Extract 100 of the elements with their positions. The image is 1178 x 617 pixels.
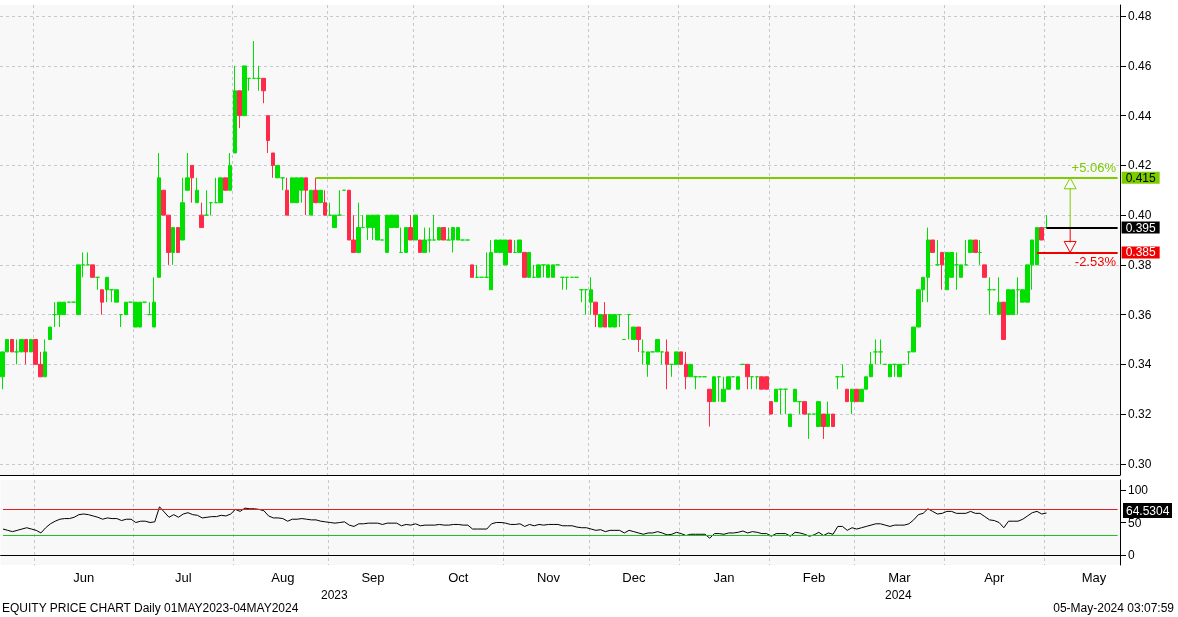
candlestick [204, 189, 209, 216]
candlestick [982, 264, 987, 278]
y-tick-label: 100 [1128, 482, 1149, 497]
candlestick [517, 239, 522, 253]
candlestick [318, 189, 323, 204]
candlestick [48, 326, 52, 340]
ref-line-label: 0.415 [1125, 170, 1156, 185]
candlestick [987, 276, 992, 316]
candlestick [997, 276, 1001, 316]
candlestick [755, 376, 759, 390]
candlestick [413, 214, 418, 241]
candlestick [100, 289, 104, 316]
x-tick-label: Apr [984, 570, 1006, 585]
candlestick [199, 202, 204, 229]
candlestick [218, 177, 223, 204]
candlestick [807, 413, 811, 440]
candlestick [593, 301, 598, 328]
candlestick [95, 276, 100, 291]
text: EQUITY PRICE CHART Daily 01MAY2023-04MAY2024 [2, 601, 299, 615]
candlestick [878, 338, 883, 365]
candlestick [223, 177, 228, 191]
candlestick [636, 326, 641, 353]
annotation: -2.53% [1074, 254, 1117, 270]
candlestick [783, 388, 788, 415]
candlestick [826, 401, 830, 428]
candlestick [736, 376, 740, 390]
candlestick [627, 314, 631, 340]
x-tick-label: Mar [888, 570, 912, 585]
candlestick [237, 90, 242, 129]
candlestick [565, 276, 569, 291]
candlestick [854, 388, 859, 403]
y-tick-label: 0.48 [1128, 9, 1152, 24]
candlestick [304, 177, 308, 216]
candlestick [29, 338, 33, 353]
candlestick [930, 239, 935, 253]
candlestick [176, 227, 180, 253]
candlestick [190, 164, 194, 204]
line-series [2, 506, 1047, 539]
candlestick [195, 177, 199, 204]
candlestick [24, 338, 28, 365]
candlestick [978, 239, 982, 266]
candlestick [10, 338, 14, 353]
candlestick [261, 77, 266, 104]
y-tick-label: 0.38 [1128, 257, 1152, 272]
candlestick [973, 239, 978, 253]
candlestick [57, 301, 62, 328]
candlestick [707, 388, 712, 428]
y-tick-label: 0.36 [1128, 307, 1152, 322]
y-tick-label: 0.30 [1128, 456, 1152, 471]
candlestick [133, 301, 138, 328]
candlestick [522, 251, 527, 278]
candlestick [1006, 289, 1011, 316]
candlestick [750, 376, 754, 390]
candlestick [598, 314, 603, 328]
text: 2024 [885, 588, 912, 602]
candlestick [631, 326, 636, 340]
candlestick [897, 363, 902, 378]
candlestick [266, 115, 270, 154]
candlestick [152, 276, 156, 328]
ref-line-label: 0.395 [1125, 220, 1156, 235]
y-tick-label: 0.46 [1128, 58, 1152, 73]
candlestick [1044, 214, 1049, 229]
y-tick-label: 0.42 [1128, 158, 1152, 173]
text: 2023 [321, 588, 348, 602]
candlestick [43, 338, 47, 378]
candlestick [769, 401, 773, 415]
candlestick [527, 251, 531, 278]
candlestick [114, 289, 119, 303]
candlestick [816, 401, 821, 428]
candlestick [717, 376, 721, 403]
annotation: +5.06% [1071, 159, 1117, 175]
candlestick [850, 388, 854, 415]
candlestick [1039, 227, 1044, 241]
x-tick-label: Sep [361, 570, 385, 585]
y-tick-label: 0.32 [1128, 407, 1152, 422]
x-tick-label: Dec [622, 570, 646, 585]
candlestick [441, 227, 446, 241]
candlestick [712, 376, 716, 403]
candlestick [940, 251, 944, 291]
candlestick [935, 239, 940, 266]
text: 64.5304 [1123, 503, 1173, 518]
x-tick-label: Feb [802, 570, 826, 585]
candlestick [603, 301, 607, 328]
ref-line-label: 0.385 [1125, 245, 1156, 260]
candlestick [831, 413, 835, 428]
y-tick-label: 0 [1128, 548, 1135, 563]
candlestick [356, 202, 361, 253]
y-tick-label: 0.34 [1128, 357, 1152, 372]
candlestick [323, 189, 327, 216]
x-tick-label: Nov [536, 570, 561, 585]
candlestick [845, 388, 849, 403]
candlestick [745, 363, 750, 390]
candlestick [271, 152, 275, 179]
x-tick-label: Jun [73, 570, 95, 585]
candlestick [1001, 301, 1006, 340]
candlestick [821, 413, 826, 440]
text: 05-May-2024 03:07:59 [1053, 601, 1174, 615]
candlestick [242, 65, 247, 117]
candlestick [185, 152, 190, 191]
candlestick [404, 227, 408, 253]
